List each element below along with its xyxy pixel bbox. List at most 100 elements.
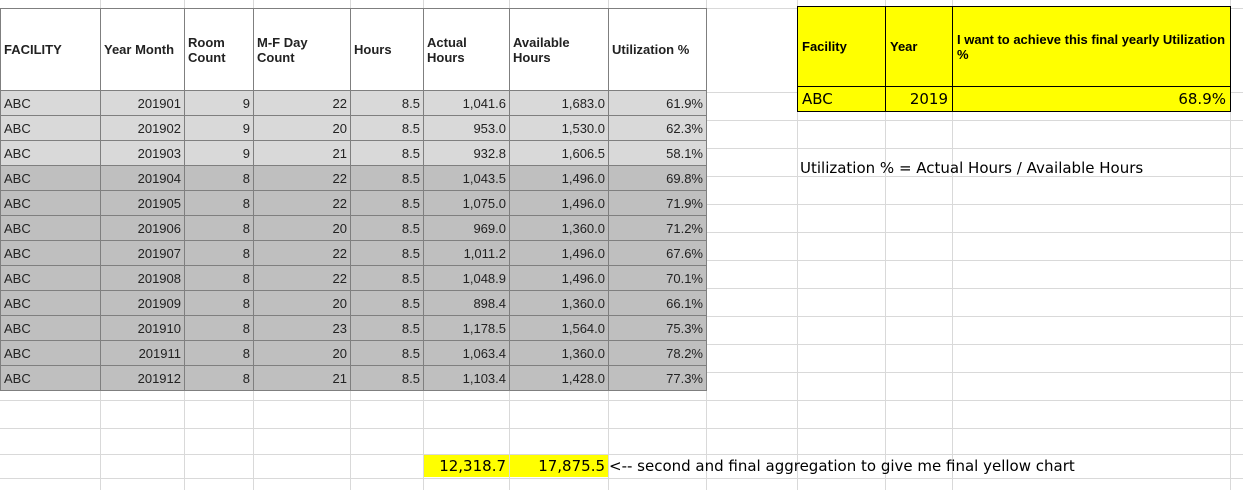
cell-day-count[interactable]: 22 (253, 90, 351, 116)
cell-utilization[interactable]: 70.1% (608, 265, 707, 291)
header-year-month[interactable]: Year Month (100, 8, 185, 91)
cell-facility[interactable]: ABC (0, 140, 101, 166)
cell-utilization[interactable]: 67.6% (608, 240, 707, 266)
formula-note[interactable]: Utilization % = Actual Hours / Available… (800, 159, 1144, 177)
cell-room-count[interactable]: 8 (184, 365, 254, 391)
cell-facility[interactable]: ABC (0, 115, 101, 141)
cell-actual-hours[interactable]: 953.0 (423, 115, 510, 141)
cell-hours[interactable]: 8.5 (350, 265, 424, 291)
cell-actual-hours[interactable]: 1,103.4 (423, 365, 510, 391)
cell-day-count[interactable]: 23 (253, 315, 351, 341)
header-day-count[interactable]: M-F Day Count (253, 8, 351, 91)
cell-actual-hours[interactable]: 1,041.6 (423, 90, 510, 116)
cell-hours[interactable]: 8.5 (350, 215, 424, 241)
cell-available-hours[interactable]: 1,564.0 (509, 315, 609, 341)
cell-facility[interactable]: ABC (0, 215, 101, 241)
header-utilization[interactable]: Utilization % (608, 8, 707, 91)
cell-year-month[interactable]: 201911 (100, 340, 185, 366)
cell-utilization[interactable]: 69.8% (608, 165, 707, 191)
cell-facility[interactable]: ABC (0, 365, 101, 391)
cell-available-hours[interactable]: 1,530.0 (509, 115, 609, 141)
cell-room-count[interactable]: 8 (184, 290, 254, 316)
cell-hours[interactable]: 8.5 (350, 315, 424, 341)
cell-actual-hours[interactable]: 1,178.5 (423, 315, 510, 341)
cell-available-hours[interactable]: 1,428.0 (509, 365, 609, 391)
header-hours[interactable]: Hours (350, 8, 424, 91)
cell-day-count[interactable]: 20 (253, 215, 351, 241)
summary-year[interactable]: 2019 (885, 86, 953, 112)
cell-actual-hours[interactable]: 898.4 (423, 290, 510, 316)
cell-available-hours[interactable]: 1,360.0 (509, 290, 609, 316)
cell-year-month[interactable]: 201905 (100, 190, 185, 216)
cell-day-count[interactable]: 22 (253, 190, 351, 216)
cell-hours[interactable]: 8.5 (350, 290, 424, 316)
total-available-hours[interactable]: 17,875.5 (510, 455, 608, 477)
cell-hours[interactable]: 8.5 (350, 190, 424, 216)
aggregation-note[interactable]: <-- second and final aggregation to give… (609, 457, 1075, 475)
cell-year-month[interactable]: 201909 (100, 290, 185, 316)
cell-actual-hours[interactable]: 1,075.0 (423, 190, 510, 216)
cell-room-count[interactable]: 8 (184, 315, 254, 341)
cell-room-count[interactable]: 8 (184, 265, 254, 291)
summary-utilization[interactable]: 68.9% (952, 86, 1231, 112)
cell-facility[interactable]: ABC (0, 265, 101, 291)
cell-facility[interactable]: ABC (0, 240, 101, 266)
cell-day-count[interactable]: 22 (253, 165, 351, 191)
cell-utilization[interactable]: 77.3% (608, 365, 707, 391)
cell-year-month[interactable]: 201906 (100, 215, 185, 241)
cell-hours[interactable]: 8.5 (350, 240, 424, 266)
cell-utilization[interactable]: 71.9% (608, 190, 707, 216)
cell-day-count[interactable]: 21 (253, 365, 351, 391)
cell-utilization[interactable]: 75.3% (608, 315, 707, 341)
cell-facility[interactable]: ABC (0, 340, 101, 366)
cell-day-count[interactable]: 22 (253, 265, 351, 291)
total-actual-hours[interactable]: 12,318.7 (424, 455, 509, 477)
cell-hours[interactable]: 8.5 (350, 340, 424, 366)
header-room-count[interactable]: Room Count (184, 8, 254, 91)
cell-available-hours[interactable]: 1,496.0 (509, 165, 609, 191)
cell-utilization[interactable]: 61.9% (608, 90, 707, 116)
header-available-hours[interactable]: Available Hours (509, 8, 609, 91)
cell-year-month[interactable]: 201908 (100, 265, 185, 291)
summary-header-year[interactable]: Year (885, 6, 953, 87)
cell-hours[interactable]: 8.5 (350, 90, 424, 116)
cell-year-month[interactable]: 201901 (100, 90, 185, 116)
cell-actual-hours[interactable]: 1,048.9 (423, 265, 510, 291)
cell-hours[interactable]: 8.5 (350, 365, 424, 391)
cell-day-count[interactable]: 20 (253, 115, 351, 141)
summary-header-target[interactable]: I want to achieve this final yearly Util… (952, 6, 1231, 87)
cell-hours[interactable]: 8.5 (350, 115, 424, 141)
cell-available-hours[interactable]: 1,606.5 (509, 140, 609, 166)
cell-available-hours[interactable]: 1,360.0 (509, 215, 609, 241)
cell-day-count[interactable]: 20 (253, 340, 351, 366)
cell-hours[interactable]: 8.5 (350, 140, 424, 166)
cell-actual-hours[interactable]: 1,011.2 (423, 240, 510, 266)
cell-year-month[interactable]: 201910 (100, 315, 185, 341)
cell-facility[interactable]: ABC (0, 90, 101, 116)
cell-room-count[interactable]: 9 (184, 115, 254, 141)
cell-day-count[interactable]: 20 (253, 290, 351, 316)
cell-facility[interactable]: ABC (0, 315, 101, 341)
cell-day-count[interactable]: 21 (253, 140, 351, 166)
cell-room-count[interactable]: 8 (184, 215, 254, 241)
cell-utilization[interactable]: 66.1% (608, 290, 707, 316)
cell-day-count[interactable]: 22 (253, 240, 351, 266)
cell-room-count[interactable]: 8 (184, 340, 254, 366)
cell-room-count[interactable]: 9 (184, 140, 254, 166)
cell-facility[interactable]: ABC (0, 190, 101, 216)
cell-actual-hours[interactable]: 932.8 (423, 140, 510, 166)
cell-utilization[interactable]: 78.2% (608, 340, 707, 366)
cell-actual-hours[interactable]: 1,063.4 (423, 340, 510, 366)
cell-year-month[interactable]: 201903 (100, 140, 185, 166)
cell-year-month[interactable]: 201912 (100, 365, 185, 391)
cell-room-count[interactable]: 8 (184, 190, 254, 216)
cell-year-month[interactable]: 201902 (100, 115, 185, 141)
cell-room-count[interactable]: 9 (184, 90, 254, 116)
cell-available-hours[interactable]: 1,360.0 (509, 340, 609, 366)
cell-actual-hours[interactable]: 969.0 (423, 215, 510, 241)
cell-room-count[interactable]: 8 (184, 240, 254, 266)
cell-utilization[interactable]: 71.2% (608, 215, 707, 241)
cell-year-month[interactable]: 201907 (100, 240, 185, 266)
cell-available-hours[interactable]: 1,496.0 (509, 265, 609, 291)
cell-available-hours[interactable]: 1,683.0 (509, 90, 609, 116)
